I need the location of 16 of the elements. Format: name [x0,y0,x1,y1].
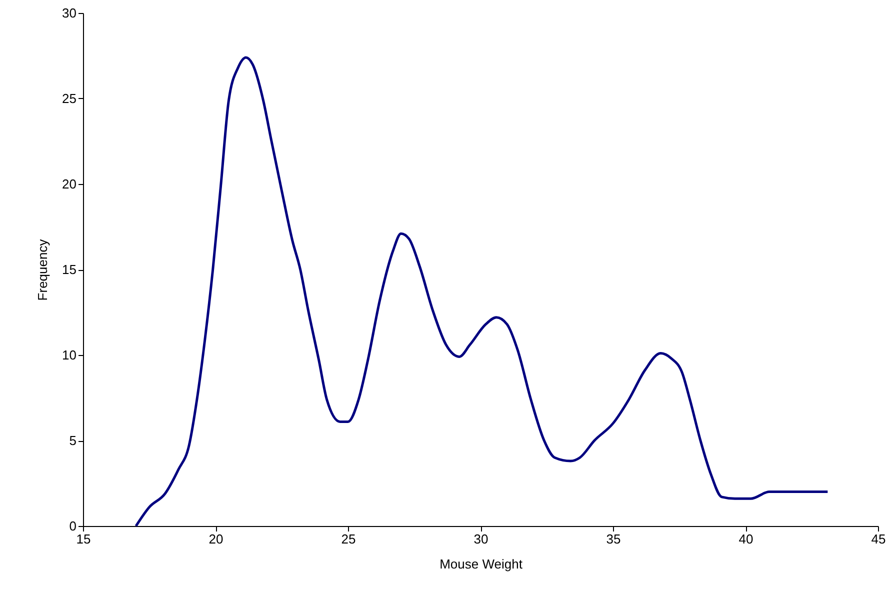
y-tick-label: 10 [62,348,76,362]
x-tick-label: 25 [341,532,356,546]
y-tick-label: 20 [62,176,76,192]
line-series [134,56,829,528]
x-axis-title: Mouse Weight [440,556,523,572]
y-tick-label: 5 [69,433,76,448]
y-axis-title: Frequency [35,238,50,301]
y-tick-label: 25 [62,91,76,106]
x-tick-label: 20 [208,532,224,546]
x-tick-label: 35 [606,532,621,546]
x-tick-label: 30 [474,532,488,546]
y-tick-label: 0 [69,518,76,534]
x-tick-label: 40 [738,532,754,546]
x-tick-label: 45 [871,532,886,546]
y-tick-label: 30 [62,6,76,20]
y-tick-label: 15 [62,262,76,277]
